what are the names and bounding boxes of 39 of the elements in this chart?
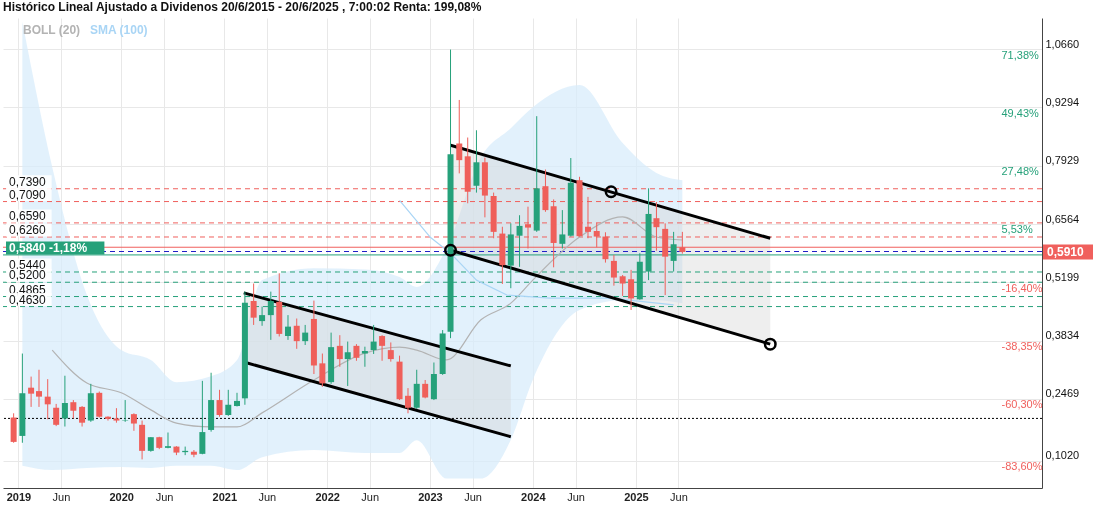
x-tick-label: Jun <box>52 490 71 503</box>
y-tick-label: 0,9294 <box>1045 95 1080 108</box>
text: SMA (100) <box>90 23 148 37</box>
text: BOLL (20) <box>23 23 81 37</box>
ref-line-label: 0,7090 <box>9 187 47 202</box>
x-tick-label: 2022 <box>315 490 340 503</box>
y2-tick-label: 5,53% <box>1001 223 1033 236</box>
x-tick-label: Jun <box>464 490 482 503</box>
x-tick-label: Jun <box>361 490 380 503</box>
ref-line-label: 0,5840 -1,18% <box>9 240 88 255</box>
y2-tick-label: -83,60% <box>1001 460 1043 473</box>
y2-tick-label: 49,43% <box>1001 106 1040 119</box>
y2-tick-label: 71,38% <box>1001 48 1040 61</box>
x-tick-label: Jun <box>258 490 277 503</box>
y-tick-label: 0,6564 <box>1045 212 1080 225</box>
x-tick-label: 2019 <box>6 490 32 503</box>
y2-tick-label: -16,40% <box>1001 281 1043 294</box>
x-tick-label: Jun <box>670 490 688 503</box>
text: 0,5910 <box>1047 244 1085 259</box>
ref-line-label: 0,6260 <box>9 222 47 237</box>
x-tick-label: Jun <box>155 490 174 503</box>
x-tick-label: 2025 <box>624 490 649 503</box>
x-tick-label: 2024 <box>521 490 547 503</box>
y-tick-label: 0,7929 <box>1045 154 1080 167</box>
x-tick-label: Jun <box>567 490 585 503</box>
y2-tick-label: -38,35% <box>1001 339 1043 352</box>
y-tick-label: 1,0660 <box>1045 37 1080 50</box>
y2-tick-label: -60,30% <box>1001 398 1043 411</box>
y-tick-label: 0,3834 <box>1045 329 1080 342</box>
x-tick-label: 2020 <box>109 490 134 503</box>
x-tick-label: 2023 <box>418 490 443 503</box>
y2-tick-label: 27,48% <box>1001 165 1040 178</box>
y-tick-label: 0,1020 <box>1045 449 1080 462</box>
y-tick-label: 0,5199 <box>1045 270 1080 283</box>
x-tick-label: 2021 <box>212 490 238 503</box>
ref-line-label: 0,6590 <box>9 208 47 223</box>
y-tick-label: 0,2469 <box>1045 387 1080 400</box>
ref-line-label: 0,7390 <box>9 174 47 189</box>
chart-title: Histórico Lineal Ajustado a Dividenos 20/6/2015 - 20/6/2025 , 7:00:02 Renta: 199,08% <box>3 0 482 14</box>
